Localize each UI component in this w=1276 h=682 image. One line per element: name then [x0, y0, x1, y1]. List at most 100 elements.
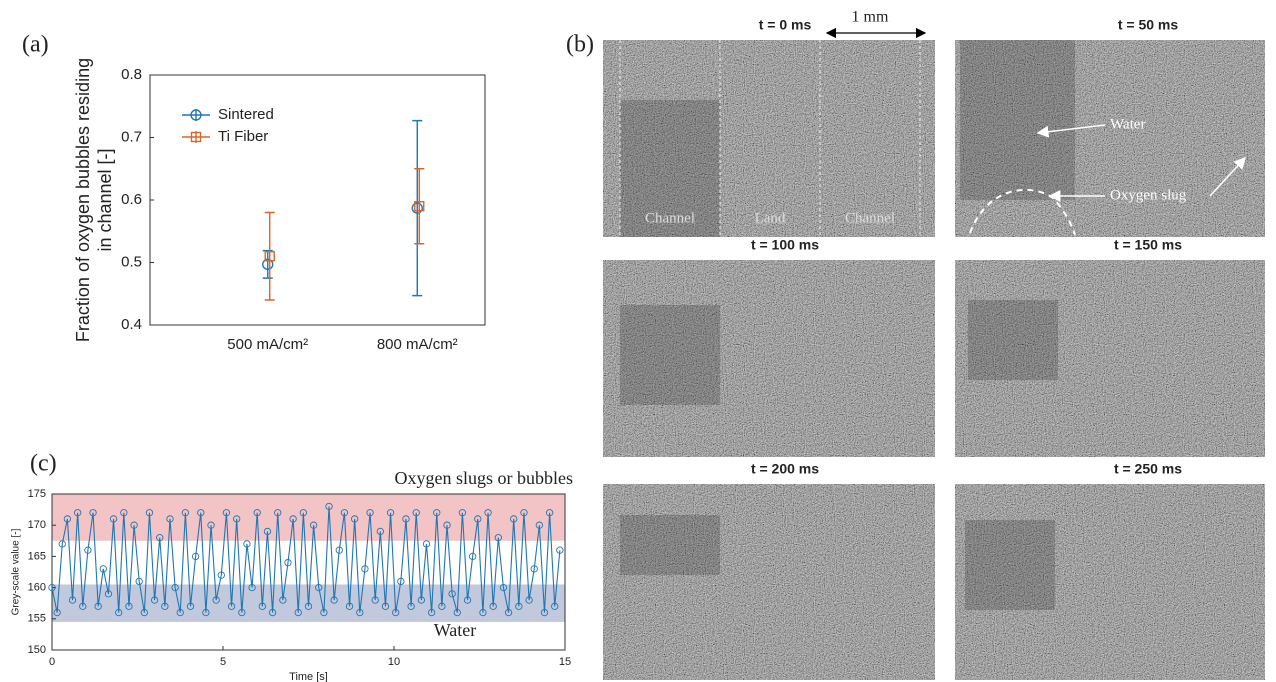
marker: [253, 509, 261, 517]
marker: [345, 602, 354, 610]
marker: [258, 602, 266, 610]
legend-marker: [190, 131, 202, 143]
y-tick-label: 0.4: [121, 316, 142, 333]
marker: [212, 596, 220, 604]
marker: [458, 509, 467, 517]
water-region: [620, 515, 720, 575]
slug-outline: [969, 188, 1076, 236]
marker: [463, 596, 472, 604]
marker: [525, 596, 533, 604]
marker: [397, 577, 405, 586]
marker: [535, 521, 543, 529]
marker: [120, 509, 128, 517]
band-label: Oxygen slugs or bubbles: [395, 468, 574, 488]
marker: [489, 602, 497, 610]
y-tick-label: 0.5: [121, 253, 142, 270]
marker: [361, 565, 369, 573]
panel-label: (b): [566, 32, 594, 58]
marker: [263, 527, 272, 536]
y-tick-label: 165: [28, 550, 46, 562]
marker: [386, 509, 395, 517]
marker: [304, 602, 313, 610]
y-tick-label: 0.8: [121, 66, 142, 83]
legend-label: Sintered: [218, 106, 274, 123]
marker: [125, 602, 133, 610]
marker: [161, 602, 169, 610]
marker: [248, 583, 256, 592]
frame-title: t = 200 ms: [751, 461, 819, 477]
marker: [504, 608, 513, 617]
marker: [414, 201, 425, 212]
marker: [79, 602, 87, 610]
panel-label: (c): [30, 451, 57, 477]
marker: [412, 509, 420, 517]
legend-marker: [190, 109, 202, 121]
marker: [274, 509, 282, 517]
image-noise: [603, 484, 935, 680]
marker: [299, 509, 308, 517]
frame-title: t = 100 ms: [751, 237, 819, 253]
frame-title: t = 0 ms: [759, 17, 812, 33]
annotation: Water: [1110, 116, 1145, 132]
y-tick-label: 175: [28, 488, 46, 500]
marker: [510, 515, 518, 523]
band: [52, 494, 565, 541]
marker: [89, 509, 97, 517]
marker: [366, 509, 374, 517]
marker: [371, 596, 379, 604]
marker: [94, 602, 102, 610]
marker: [381, 602, 390, 610]
marker: [340, 509, 349, 517]
marker: [433, 509, 441, 517]
marker: [222, 509, 231, 517]
error-bar: [412, 119, 423, 297]
marker: [262, 258, 274, 271]
marker: [315, 583, 323, 592]
marker: [150, 596, 159, 604]
y-axis-label: Grey-scale value [-]: [11, 528, 22, 615]
marker: [63, 515, 72, 523]
marker: [74, 509, 82, 517]
y-tick-label: 0.6: [121, 191, 142, 208]
marker: [109, 515, 118, 523]
marker: [171, 583, 179, 592]
frame-title: t = 250 ms: [1114, 461, 1182, 477]
water-region: [620, 305, 720, 405]
marker: [530, 565, 538, 573]
region-label: Channel: [845, 210, 895, 226]
marker: [556, 546, 564, 554]
marker: [453, 608, 461, 617]
marker: [515, 602, 523, 610]
marker: [417, 596, 426, 604]
marker: [135, 577, 143, 586]
water-region: [968, 300, 1058, 380]
marker: [84, 546, 92, 554]
marker: [448, 590, 456, 598]
marker: [479, 608, 487, 617]
marker: [181, 509, 190, 517]
region-label: Land: [755, 210, 786, 226]
marker: [68, 596, 77, 604]
marker: [469, 552, 477, 561]
frame-title: t = 50 ms: [1118, 17, 1179, 33]
marker: [264, 251, 275, 262]
marker: [176, 608, 184, 617]
marker: [545, 509, 554, 517]
y-tick-label: 155: [28, 613, 46, 625]
y-axis-label-line: in channel [-]: [95, 148, 115, 251]
marker: [156, 534, 164, 542]
marker: [166, 515, 174, 523]
marker: [284, 558, 292, 567]
marker: [191, 552, 200, 561]
image-noise: [955, 260, 1265, 457]
image-noise: [603, 260, 935, 457]
marker: [145, 509, 154, 517]
scale-label: 1 mm: [852, 9, 889, 26]
region-label: Channel: [645, 210, 695, 226]
marker: [407, 602, 415, 610]
marker: [520, 509, 528, 517]
marker: [197, 509, 205, 517]
marker: [233, 515, 241, 523]
x-tick-label: 10: [388, 656, 400, 668]
